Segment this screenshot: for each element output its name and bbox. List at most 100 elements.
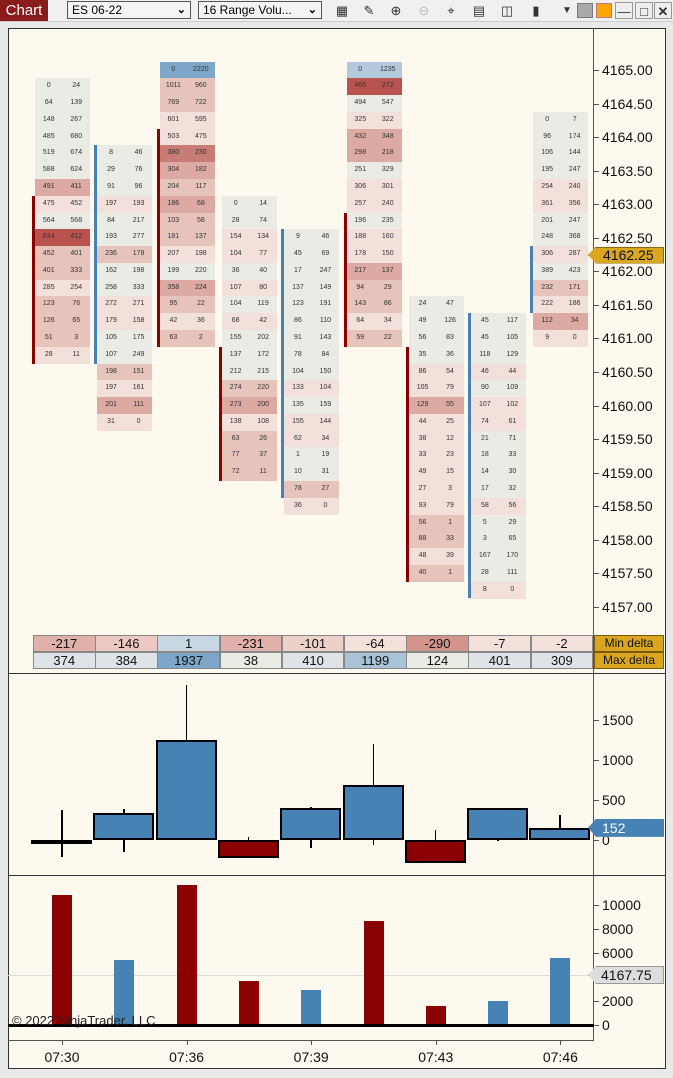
zoom-in-icon[interactable]: ⊕ (390, 3, 402, 18)
price-tick (594, 304, 599, 306)
instrument-selector[interactable]: ES 06-22 ⌄ (67, 1, 191, 19)
footprint-row: 86 54 (408, 363, 464, 381)
orange-color-button[interactable] (596, 3, 612, 18)
bid-volume: 389 (541, 266, 553, 274)
bid-volume: 93 (418, 501, 427, 509)
footprint-row: 193 277 (97, 229, 153, 247)
bid-volume: 162 (105, 266, 117, 274)
footprint-row: 195 247 (533, 162, 589, 180)
ask-volume: 11 (72, 350, 80, 358)
bid-volume: 195 (541, 166, 553, 174)
minimize-icon[interactable]: — (615, 2, 633, 19)
bid-volume: 123 (292, 300, 304, 308)
price-axis-label: 4165.00 (602, 62, 653, 78)
bid-volume: 361 (541, 199, 553, 207)
bid-volume: 634 (42, 233, 55, 241)
ask-volume: 2 (198, 334, 203, 341)
ask-volume: 170 (506, 552, 519, 560)
ask-volume: 271 (132, 300, 145, 308)
footprint-row: 48 39 (408, 548, 464, 566)
close-icon[interactable]: ✕ (654, 2, 672, 19)
bid-volume: 45 (480, 317, 489, 325)
ask-volume: 80 (259, 283, 268, 291)
bid-volume: 199 (167, 266, 180, 274)
bid-volume: 3 (482, 535, 487, 543)
bid-volume: 94 (356, 283, 365, 291)
zoom-out-icon[interactable]: ⊖ (418, 3, 430, 18)
ask-volume: 1 (448, 568, 452, 576)
ask-volume: 0 (572, 334, 577, 341)
footprint-row: 62 34 (284, 430, 340, 448)
min-delta-cell: -146 (95, 635, 158, 652)
bid-volume: 0 (171, 65, 176, 73)
price-axis-label: 4161.00 (602, 330, 653, 347)
chart-tab[interactable]: Chart (0, 0, 48, 21)
ask-volume: 217 (132, 216, 145, 224)
bid-volume: 298 (354, 149, 367, 157)
ask-volume: 249 (132, 350, 145, 358)
ask-volume: 84 (321, 350, 330, 358)
ask-volume: 76 (72, 300, 81, 308)
footprint-row: 465 272 (346, 78, 402, 96)
footprint-row: 10 31 (284, 464, 340, 482)
gray-color-button[interactable] (577, 3, 593, 18)
bid-volume: 36 (294, 501, 302, 509)
candle-body-bar (405, 346, 409, 582)
volume-bar (52, 895, 72, 1025)
templates-icon[interactable]: ◫ (500, 3, 514, 18)
footprint-row: 361 356 (533, 195, 589, 213)
ask-volume: 22 (383, 334, 392, 341)
bid-volume: 232 (541, 283, 553, 291)
panel-separator (8, 875, 666, 876)
price-axis-label: 4163.00 (602, 196, 653, 213)
ask-volume: 137 (381, 266, 394, 274)
ask-volume: 1 (448, 518, 452, 526)
price-tick (594, 137, 599, 139)
bid-volume: 56 (418, 518, 427, 526)
bid-volume: 212 (229, 367, 242, 375)
footprint-row: 196 235 (346, 212, 402, 230)
time-axis-line (8, 1040, 594, 1041)
bid-volume: 17 (294, 266, 302, 274)
ask-volume: 178 (132, 250, 145, 258)
candle-body-bar (468, 313, 472, 599)
ask-volume: 12 (446, 434, 454, 442)
footprint-row: 272 271 (97, 296, 153, 314)
properties-icon[interactable]: ▤ (472, 3, 486, 18)
ask-volume: 0 (323, 501, 328, 509)
ask-volume: 240 (381, 199, 394, 207)
ask-volume: 36 (196, 317, 205, 325)
ask-volume: 65 (72, 317, 81, 325)
footprint-row: 148 267 (35, 111, 90, 129)
bid-volume: 29 (107, 166, 115, 174)
pencil-icon[interactable]: ✎ (363, 3, 375, 18)
ask-volume: 267 (70, 115, 83, 123)
bid-volume: 118 (479, 350, 491, 358)
footprint-row: 112 34 (533, 313, 589, 331)
delta-bar (93, 813, 155, 840)
footprint-row: 491 411 (35, 179, 90, 197)
price-axis-label: 4159.00 (602, 464, 653, 481)
ask-volume: 247 (319, 266, 332, 274)
footprint-row: 45 117 (471, 313, 527, 331)
time-tick (560, 1040, 562, 1045)
delta-axis-label: 1000 (602, 752, 634, 768)
ask-volume: 104 (319, 384, 332, 392)
footprint-row: 0 1235 (346, 61, 402, 79)
bar-type-selector[interactable]: 16 Range Volu... ⌄ (198, 1, 322, 19)
maximize-icon[interactable]: □ (635, 2, 653, 19)
min-delta-cell: -101 (281, 635, 345, 652)
bid-volume: 201 (541, 216, 553, 224)
dropdown-arrow-icon[interactable]: ▼ (562, 5, 572, 16)
delta-bar (31, 840, 92, 844)
crosshair-icon[interactable]: ⌖ (447, 3, 455, 18)
footprint-row: 217 137 (346, 262, 402, 280)
ask-volume: 1235 (379, 65, 396, 73)
footprint-row: 105 175 (97, 330, 153, 348)
footprint-row: 74 61 (471, 413, 527, 431)
bid-volume: 186 (167, 199, 180, 207)
max-delta-cell: 410 (281, 652, 345, 669)
data-series-icon[interactable]: ▦ (335, 3, 349, 18)
footprint-row: 91 96 (97, 179, 153, 197)
chart-style-icon[interactable]: ▮ (532, 3, 540, 18)
